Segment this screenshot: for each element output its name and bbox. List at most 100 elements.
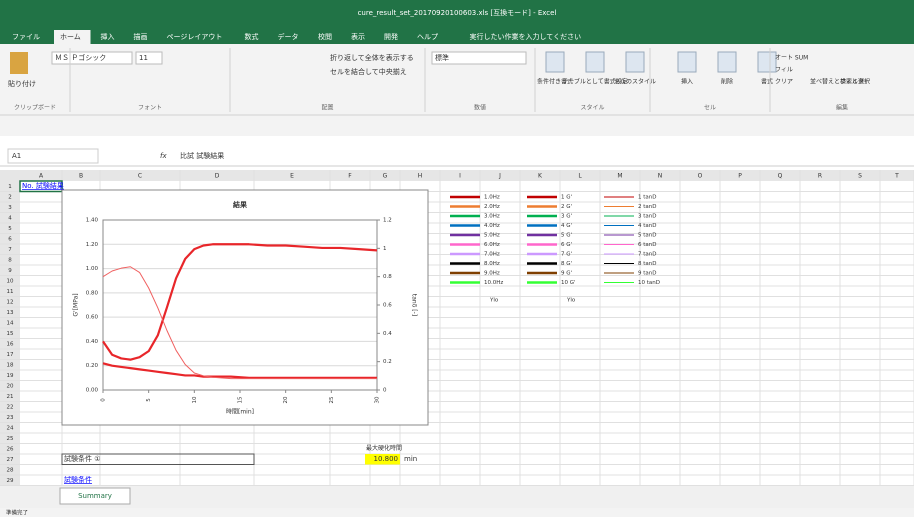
plot-frame xyxy=(102,219,378,391)
condition-box-text: 試験条件 ① xyxy=(64,454,101,463)
row-header[interactable]: 16 xyxy=(7,341,14,347)
y-tick-label: 0.20 xyxy=(86,363,99,369)
column-header[interactable]: S xyxy=(858,173,862,180)
ribbon-button[interactable]: セルのスタイル xyxy=(614,78,656,86)
edit-button[interactable]: オート SUM xyxy=(775,55,808,62)
ribbon-group-label: クリップボード xyxy=(14,104,56,112)
row-header[interactable]: 27 xyxy=(7,457,14,463)
edit-button[interactable]: 検索と選択 xyxy=(840,78,870,86)
edit-button[interactable]: 並べ替えとフィルター xyxy=(810,78,870,86)
column-header[interactable]: I xyxy=(459,173,461,180)
row-header[interactable]: 8 xyxy=(8,257,12,263)
column-header[interactable]: C xyxy=(138,173,142,180)
y2-tick-label: 0.6 xyxy=(383,303,392,309)
row-header[interactable]: 1 xyxy=(8,184,12,190)
column-header[interactable]: N xyxy=(658,173,663,180)
column-header[interactable]: H xyxy=(418,173,423,180)
row-header[interactable]: 13 xyxy=(7,310,14,316)
row-header[interactable]: 28 xyxy=(7,467,14,473)
row-header[interactable]: 17 xyxy=(7,352,14,358)
y-tick-label: 0.40 xyxy=(86,339,99,345)
row-header[interactable]: 6 xyxy=(8,236,12,242)
y-tick-label: 1.00 xyxy=(86,266,99,272)
condition-link[interactable]: 試験条件 xyxy=(64,475,92,484)
y2-tick-label: 0.8 xyxy=(383,274,392,280)
row-header[interactable]: 7 xyxy=(8,247,12,253)
row-header[interactable]: 18 xyxy=(7,362,14,368)
row-header[interactable]: 3 xyxy=(8,205,12,211)
ribbon-tab[interactable]: ページレイアウト xyxy=(167,33,223,41)
row-header[interactable]: 9 xyxy=(8,268,12,274)
ribbon-tab[interactable]: 開発 xyxy=(384,32,398,41)
sheet-tab[interactable] xyxy=(59,487,131,505)
paste-button[interactable]: 貼り付け xyxy=(8,79,36,88)
ribbon-tab[interactable]: データ xyxy=(278,32,299,41)
column-header[interactable]: Q xyxy=(778,173,783,180)
y2-tick-label: 0.2 xyxy=(383,359,392,365)
row-header[interactable]: 29 xyxy=(7,478,14,484)
ribbon-tab[interactable]: ファイル xyxy=(12,33,40,41)
column-header[interactable]: E xyxy=(290,173,294,180)
merge-center[interactable]: セルを結合して中央揃え xyxy=(330,67,407,76)
column-header[interactable]: M xyxy=(617,173,622,180)
column-header[interactable]: O xyxy=(698,173,703,180)
legend-label: 1 tanD xyxy=(638,195,657,201)
ribbon-tab[interactable]: ヘルプ xyxy=(417,33,438,41)
row-header[interactable]: 12 xyxy=(7,299,14,305)
ribbon-tab[interactable]: ホーム xyxy=(60,33,81,41)
ribbon-tab[interactable]: 描画 xyxy=(134,32,148,41)
row-header[interactable]: 14 xyxy=(7,320,14,326)
row-header[interactable]: 10 xyxy=(7,278,14,284)
column-header[interactable]: T xyxy=(894,173,899,180)
ribbon-tab[interactable]: 表示 xyxy=(351,32,365,41)
column-header[interactable]: B xyxy=(79,173,83,180)
legend-label: 7 tanD xyxy=(638,252,657,258)
row-header[interactable]: 24 xyxy=(7,425,14,431)
row-header[interactable]: 23 xyxy=(7,415,14,421)
column-header[interactable]: J xyxy=(498,173,501,180)
ribbon-button[interactable]: 条件付き書式 xyxy=(537,78,573,86)
tell-me[interactable]: 実行したい作業を入力してください xyxy=(470,32,582,41)
legend-label: 6 tanD xyxy=(638,242,657,248)
row-header[interactable]: 22 xyxy=(7,404,14,410)
ribbon-button[interactable]: テーブルとして書式設定 xyxy=(562,78,627,86)
legend-label: 8 tanD xyxy=(638,261,657,267)
y-tick-label: 0.80 xyxy=(86,290,99,296)
edit-button[interactable]: フィル xyxy=(775,67,793,74)
column-header[interactable]: D xyxy=(215,173,220,180)
row-header[interactable]: 19 xyxy=(7,373,14,379)
row-header[interactable]: 20 xyxy=(7,383,14,389)
font-name-box[interactable] xyxy=(51,51,133,65)
column-header[interactable]: L xyxy=(578,173,582,180)
ribbon-tab[interactable]: 校閲 xyxy=(318,32,332,41)
ribbon-button[interactable]: 書式 xyxy=(761,78,773,86)
ribbon-tab[interactable]: 数式 xyxy=(245,32,259,41)
fx: fx xyxy=(160,152,167,160)
ribbon-button[interactable]: 挿入 xyxy=(681,78,693,86)
ribbon-button[interactable]: 削除 xyxy=(721,78,733,86)
row-header[interactable]: 4 xyxy=(8,215,12,221)
edit-button[interactable]: クリア xyxy=(775,79,793,86)
y-tick-label: 0.60 xyxy=(86,315,99,321)
row-header[interactable]: 15 xyxy=(7,331,14,337)
y-tick-label: 1.20 xyxy=(86,242,99,248)
wrap-text[interactable]: 折り返して全体を表示する xyxy=(330,53,414,62)
column-header[interactable]: F xyxy=(348,173,352,180)
column-header[interactable]: R xyxy=(818,173,822,180)
row-header[interactable]: 5 xyxy=(8,226,12,232)
column-header[interactable]: G xyxy=(383,173,388,180)
name-box[interactable] xyxy=(7,148,99,164)
font-size-box[interactable] xyxy=(135,51,163,65)
row-header[interactable]: 21 xyxy=(7,394,14,400)
row-header[interactable]: 25 xyxy=(7,436,14,442)
number-format-box[interactable] xyxy=(431,51,527,65)
column-header[interactable]: K xyxy=(538,173,543,180)
row-header[interactable]: 26 xyxy=(7,446,14,452)
ribbon-tab[interactable]: 挿入 xyxy=(101,32,115,41)
font-name: ＭＳ Ｐゴシック xyxy=(55,53,106,62)
legend-footer: Ylo xyxy=(489,298,499,304)
column-header[interactable]: P xyxy=(738,173,742,180)
column-header[interactable]: A xyxy=(39,173,44,180)
row-header[interactable]: 11 xyxy=(7,289,14,295)
row-header[interactable]: 2 xyxy=(8,194,12,200)
